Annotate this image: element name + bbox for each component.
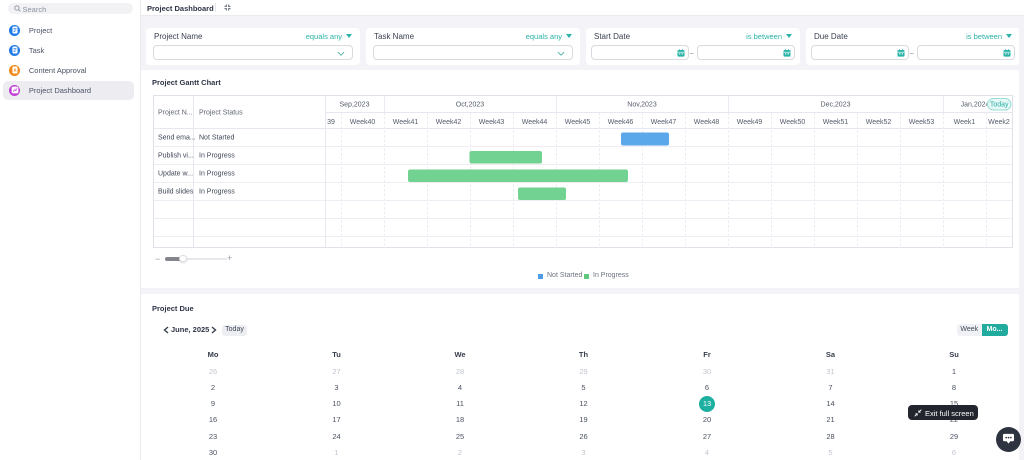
- svg-text:In Progress: In Progress: [199, 153, 235, 160]
- svg-text:Week52: Week52: [866, 119, 892, 126]
- svg-text:Send ema...: Send ema...: [158, 135, 196, 142]
- svg-text:Week40: Week40: [350, 119, 376, 126]
- svg-text:Week45: Week45: [565, 119, 591, 126]
- svg-text:Week41: Week41: [393, 119, 419, 126]
- svg-text:Week47: Week47: [651, 119, 677, 126]
- svg-text:Week43: Week43: [479, 119, 505, 126]
- svg-text:Week48: Week48: [694, 119, 720, 126]
- svg-text:Project Status: Project Status: [199, 110, 243, 117]
- svg-text:In Progress: In Progress: [199, 171, 235, 178]
- svg-text:Dec,2023: Dec,2023: [821, 102, 851, 109]
- svg-text:Week2: Week2: [988, 119, 1010, 126]
- svg-text:Week42: Week42: [436, 119, 462, 126]
- svg-text:In Progress: In Progress: [199, 189, 235, 196]
- svg-text:Jan,2024: Jan,2024: [961, 102, 990, 109]
- svg-text:Week44: Week44: [522, 119, 548, 126]
- svg-text:Build slides: Build slides: [158, 189, 194, 196]
- svg-text:Week50: Week50: [780, 119, 806, 126]
- svg-text:Sep,2023: Sep,2023: [340, 102, 370, 109]
- svg-text:Nov,2023: Nov,2023: [627, 102, 657, 109]
- svg-text:Update w...: Update w...: [158, 171, 193, 178]
- svg-text:Week1: Week1: [954, 119, 976, 126]
- svg-text:Week46: Week46: [608, 119, 634, 126]
- svg-text:Week53: Week53: [909, 119, 935, 126]
- svg-text:Week49: Week49: [737, 119, 763, 126]
- svg-text:Oct,2023: Oct,2023: [456, 102, 485, 109]
- svg-text:Today: Today: [990, 102, 1009, 109]
- svg-text:Not Started: Not Started: [199, 135, 235, 142]
- svg-text:39: 39: [327, 119, 335, 126]
- svg-text:Project N...: Project N...: [158, 110, 193, 117]
- svg-text:Week51: Week51: [823, 119, 849, 126]
- svg-text:Publish vi...: Publish vi...: [158, 153, 194, 160]
